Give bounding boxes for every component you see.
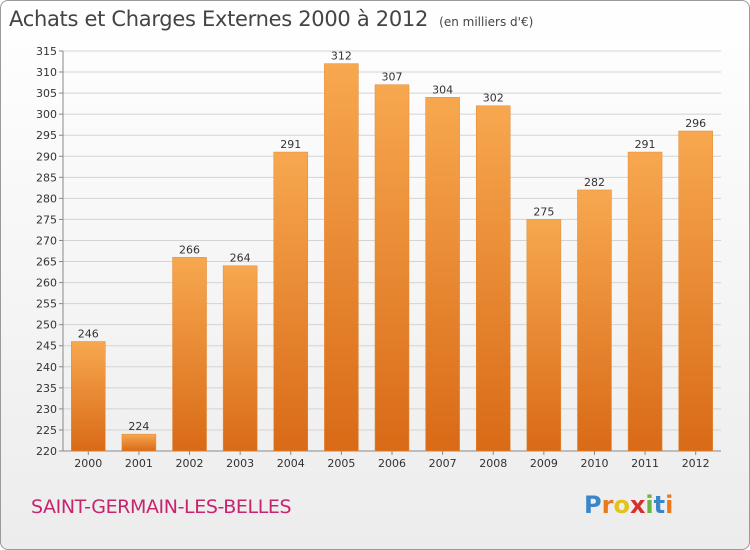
y-tick-label: 250 [36,319,57,332]
y-tick-label: 280 [36,192,57,205]
x-tick-label: 2008 [479,457,507,470]
chart-unit: (en milliers d'€) [439,15,534,29]
bar-2008 [475,105,511,452]
x-tick-label: 2005 [327,457,355,470]
logo-letter: P [584,491,602,519]
y-tick-label: 270 [36,234,57,247]
value-label-2004: 291 [280,138,301,151]
y-tick-label: 275 [36,213,57,226]
y-tick-label: 285 [36,171,57,184]
bar-2012 [678,130,713,452]
x-tick-label: 2002 [176,457,204,470]
x-tick-label: 2004 [277,457,305,470]
value-label-2007: 304 [432,83,453,96]
bars [71,63,713,452]
logo-letter: i [645,491,654,519]
x-tick-label: 2006 [378,457,406,470]
bar-2005 [324,63,359,452]
axes: 220 225 230 235 240 245 250 255 260 265 270 275 280 2… [36,45,721,470]
y-tick-label: 290 [36,150,57,163]
bar-2010 [577,189,612,452]
value-label-2009: 275 [533,205,554,218]
value-label-2012: 296 [685,117,706,130]
x-tick-label: 2010 [580,457,608,470]
y-tick-label: 300 [36,108,57,121]
y-tick-label: 220 [36,445,57,458]
logo-letter: o [613,491,630,519]
bar-2003 [222,265,258,452]
bar-2004 [273,151,309,452]
data-labels: 246 224 266 264 291 312 307 304 302 275 282 291 296 [78,50,706,434]
x-tick-label: 2000 [74,457,102,470]
value-label-2006: 307 [382,71,403,84]
chart-title-text: Achats et Charges Externes 2000 à 2012 [9,7,429,31]
y-tick-label: 240 [36,361,57,374]
bar-2006 [374,84,410,452]
y-tick-label: 235 [36,382,57,395]
x-tick-label: 2003 [226,457,254,470]
logo-letter: i [665,491,674,519]
logo-letter: t [653,491,666,519]
bar-2002 [172,257,207,452]
value-label-2011: 291 [635,138,656,151]
y-tick-label: 310 [36,66,57,79]
logo-letter: x [629,491,646,519]
chart-title: Achats et Charges Externes 2000 à 2012 (… [9,7,533,31]
y-tick-label: 255 [36,298,57,311]
y-tick-label: 225 [36,424,57,437]
bar-2011 [627,151,663,452]
x-tick-label: 2001 [125,457,153,470]
y-tick-label: 305 [36,87,57,100]
value-label-2002: 266 [179,243,200,256]
bar-2009 [526,219,562,452]
y-tick-label: 260 [36,277,57,290]
y-tick-label: 315 [36,45,57,58]
y-tick-label: 265 [36,256,57,269]
x-tick-label: 2011 [631,457,659,470]
y-tick-label: 295 [36,129,57,142]
x-tick-label: 2012 [682,457,710,470]
value-label-2005: 312 [331,50,352,63]
value-label-2008: 302 [483,92,504,105]
bar-2000 [71,341,106,452]
bar-2007 [425,97,460,452]
value-label-2000: 246 [78,328,99,341]
commune-name: SAINT-GERMAIN-LES-BELLES [31,496,292,518]
proxiti-logo: Proxiti [584,491,673,519]
value-label-2001: 224 [128,420,149,433]
value-label-2010: 282 [584,176,605,189]
y-tick-label: 230 [36,403,57,416]
value-label-2003: 264 [230,252,251,265]
y-tick-label: 245 [36,340,57,353]
logo-letter: r [601,491,614,519]
bar-2001 [121,433,157,452]
x-tick-label: 2009 [530,457,558,470]
x-tick-label: 2007 [429,457,457,470]
